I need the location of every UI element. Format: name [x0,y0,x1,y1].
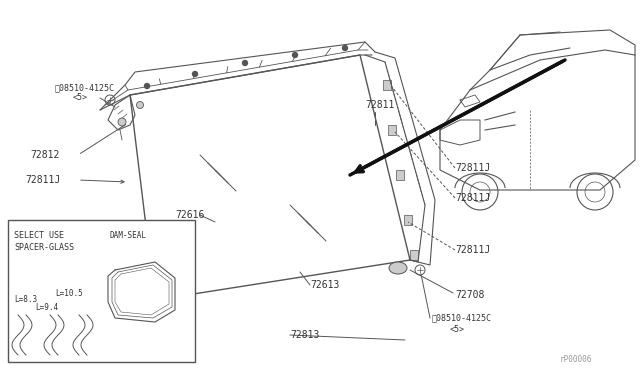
Text: L=9.4: L=9.4 [35,304,58,312]
Text: L=8.3: L=8.3 [14,295,37,305]
Text: DAM-SEAL: DAM-SEAL [110,231,147,240]
Bar [388,125,396,135]
Bar [404,215,412,225]
Text: 72616: 72616 [175,210,204,220]
Text: 72811J: 72811J [455,163,490,173]
Text: Ⓢ08510-4125C: Ⓢ08510-4125C [55,83,115,93]
Text: L=10.5: L=10.5 [55,289,83,298]
Text: 72708: 72708 [455,290,484,300]
Text: 72811J: 72811J [455,245,490,255]
Text: Ⓢ08510-4125C: Ⓢ08510-4125C [432,314,492,323]
Circle shape [243,61,248,65]
Circle shape [193,71,198,77]
Bar [396,170,404,180]
Text: SPACER-GLASS: SPACER-GLASS [14,244,74,253]
Circle shape [342,45,348,51]
Text: SELECT USE: SELECT USE [14,231,64,240]
Ellipse shape [389,262,407,274]
Text: 72811J: 72811J [25,175,60,185]
Circle shape [292,52,298,58]
Text: 72811: 72811 [365,100,394,110]
Circle shape [145,83,150,89]
Text: 72812: 72812 [30,150,60,160]
Bar [383,80,391,90]
Bar [410,250,418,260]
Circle shape [118,118,126,126]
Text: 72811J: 72811J [455,193,490,203]
Text: <5>: <5> [450,326,465,334]
Text: <5>: <5> [73,93,88,103]
Circle shape [136,102,143,109]
Text: rP00006: rP00006 [560,356,593,365]
Bar [8,220,195,362]
Text: 72813: 72813 [290,330,319,340]
Text: 72613: 72613 [310,280,339,290]
